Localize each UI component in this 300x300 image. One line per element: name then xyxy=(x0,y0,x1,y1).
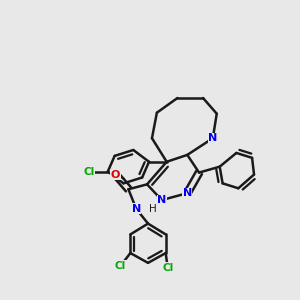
Text: Cl: Cl xyxy=(83,167,95,177)
Text: N: N xyxy=(157,195,167,205)
Text: Cl: Cl xyxy=(115,261,126,271)
Text: N: N xyxy=(208,133,218,143)
Text: N: N xyxy=(183,188,192,198)
Text: O: O xyxy=(111,169,120,179)
Text: H: H xyxy=(148,204,156,214)
Text: N: N xyxy=(132,204,141,214)
Text: Cl: Cl xyxy=(162,263,173,273)
